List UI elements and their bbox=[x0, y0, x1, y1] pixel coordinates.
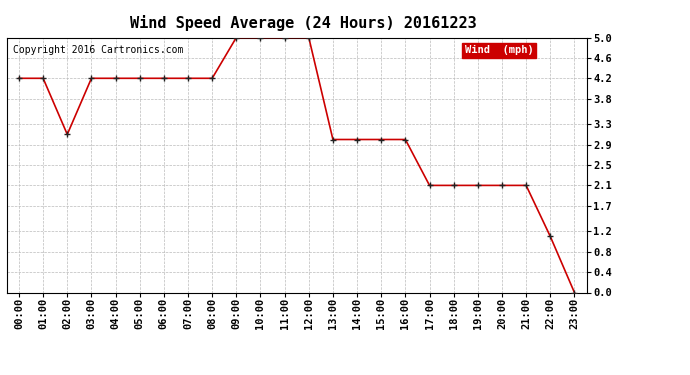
Text: Wind  (mph): Wind (mph) bbox=[465, 45, 533, 55]
Text: Wind Speed Average (24 Hours) 20161223: Wind Speed Average (24 Hours) 20161223 bbox=[130, 15, 477, 31]
Text: Copyright 2016 Cartronics.com: Copyright 2016 Cartronics.com bbox=[12, 45, 183, 55]
